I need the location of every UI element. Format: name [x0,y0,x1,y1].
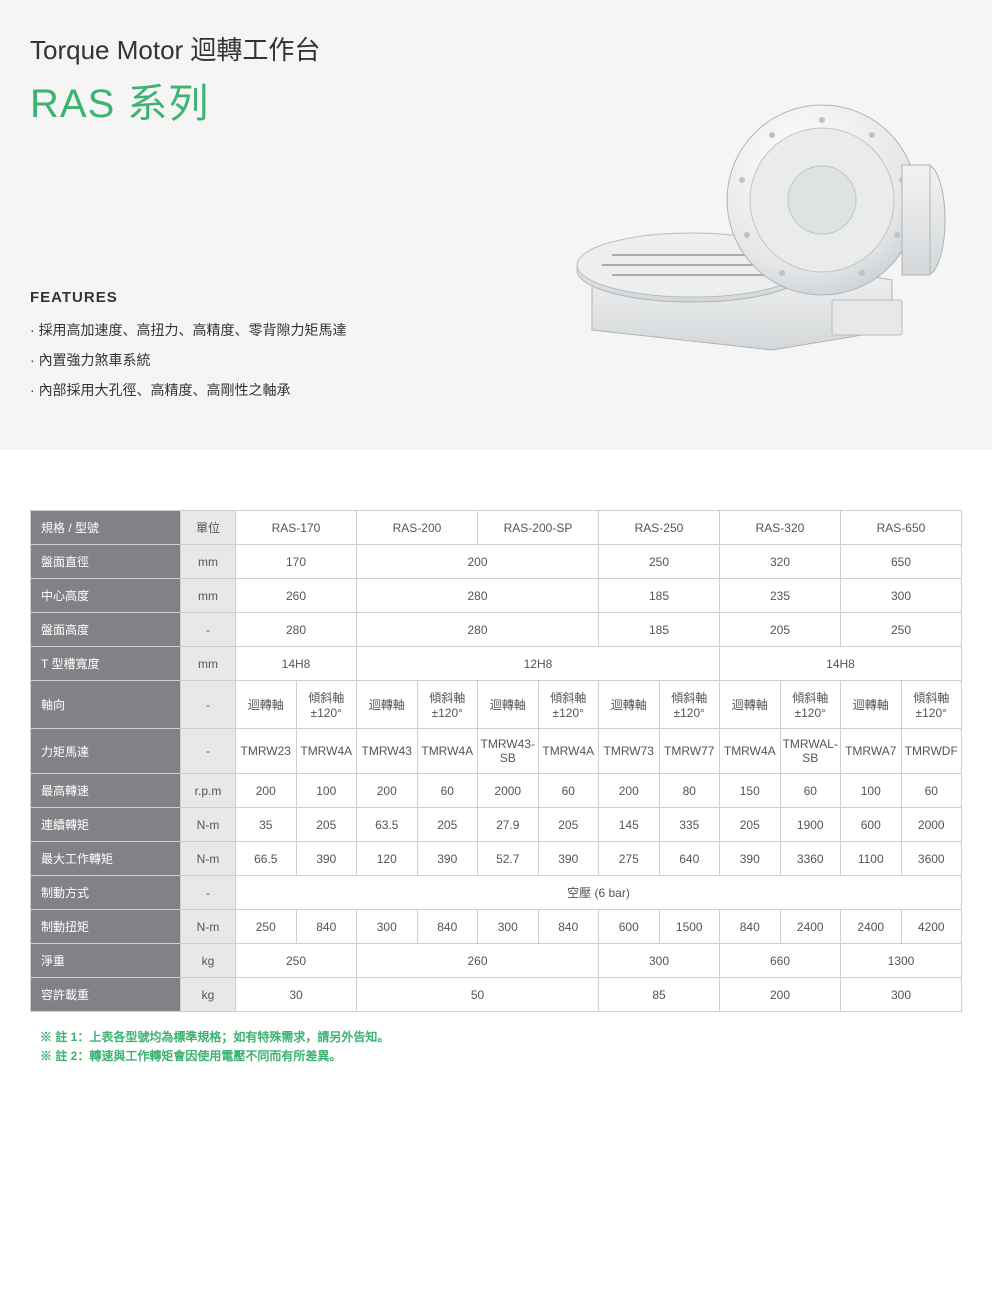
table-row: 連續轉矩 N-m 35205 63.5205 27.9205 145335 20… [31,808,962,842]
row-unit: - [181,681,236,729]
table-row: 最高轉速 r.p.m 200100 20060 200060 20080 150… [31,774,962,808]
table-row: 制動方式 - 空壓 (6 bar) [31,876,962,910]
row-unit: N-m [181,842,236,876]
notes-block: ※ 註 1：上表各型號均為標準規格；如有特殊需求，請另外告知。 ※ 註 2：轉速… [0,1022,992,1086]
spec-table: 規格 / 型號 單位 RAS-170 RAS-200 RAS-200-SP RA… [30,510,962,1012]
row-unit: - [181,729,236,774]
row-unit: kg [181,944,236,978]
spec-table-wrap: 規格 / 型號 單位 RAS-170 RAS-200 RAS-200-SP RA… [0,450,992,1022]
row-label: 力矩馬達 [31,729,181,774]
row-label: 最大工作轉矩 [31,842,181,876]
row-label: 制動扭矩 [31,910,181,944]
feature-item: 內部採用大孔徑、高精度、高剛性之軸承 [30,380,962,400]
row-unit: mm [181,647,236,681]
row-label: 盤面高度 [31,613,181,647]
row-unit: r.p.m [181,774,236,808]
model-header: RAS-650 [841,511,962,545]
row-label: T 型槽寬度 [31,647,181,681]
row-label: 最高轉速 [31,774,181,808]
row-label: 淨重 [31,944,181,978]
row-unit: kg [181,978,236,1012]
row-label: 容許載重 [31,978,181,1012]
row-unit: - [181,876,236,910]
model-header: RAS-170 [236,511,357,545]
table-row: 盤面高度 - 280 280 185 205 250 [31,613,962,647]
table-row-header: 規格 / 型號 單位 RAS-170 RAS-200 RAS-200-SP RA… [31,511,962,545]
col-unit-label: 單位 [181,511,236,545]
row-label: 盤面直徑 [31,545,181,579]
page-title-line1: Torque Motor 迴轉工作台 [30,30,962,67]
table-row: 軸向 - 迴轉軸傾斜軸 ±120° 迴轉軸傾斜軸 ±120° 迴轉軸傾斜軸 ±1… [31,681,962,729]
row-label: 連續轉矩 [31,808,181,842]
table-row: T 型槽寬度 mm 14H8 12H8 14H8 [31,647,962,681]
note-1: ※ 註 1：上表各型號均為標準規格；如有特殊需求，請另外告知。 [40,1028,962,1045]
table-row: 制動扭矩 N-m 250840 300840 300840 6001500 84… [31,910,962,944]
table-row: 中心高度 mm 260 280 185 235 300 [31,579,962,613]
model-header: RAS-200 [357,511,478,545]
table-row: 力矩馬達 - TMRW23TMRW4A TMRW43TMRW4A TMRW43-… [31,729,962,774]
model-header: RAS-200-SP [478,511,599,545]
row-unit: mm [181,545,236,579]
table-row: 淨重 kg 250 260 300 660 1300 [31,944,962,978]
product-image [532,80,952,380]
note-2: ※ 註 2：轉速與工作轉矩會因使用電壓不同而有所差異。 [40,1047,962,1064]
table-row: 盤面直徑 mm 170 200 250 320 650 [31,545,962,579]
row-unit: N-m [181,808,236,842]
row-label: 軸向 [31,681,181,729]
row-unit: N-m [181,910,236,944]
hero-section: Torque Motor 迴轉工作台 RAS 系列 [0,0,992,450]
table-row: 容許載重 kg 30 50 85 200 300 [31,978,962,1012]
row-label: 制動方式 [31,876,181,910]
col-spec-label: 規格 / 型號 [31,511,181,545]
row-unit: mm [181,579,236,613]
table-row: 最大工作轉矩 N-m 66.5390 120390 52.7390 275640… [31,842,962,876]
model-header: RAS-320 [720,511,841,545]
model-header: RAS-250 [599,511,720,545]
row-unit: - [181,613,236,647]
row-label: 中心高度 [31,579,181,613]
